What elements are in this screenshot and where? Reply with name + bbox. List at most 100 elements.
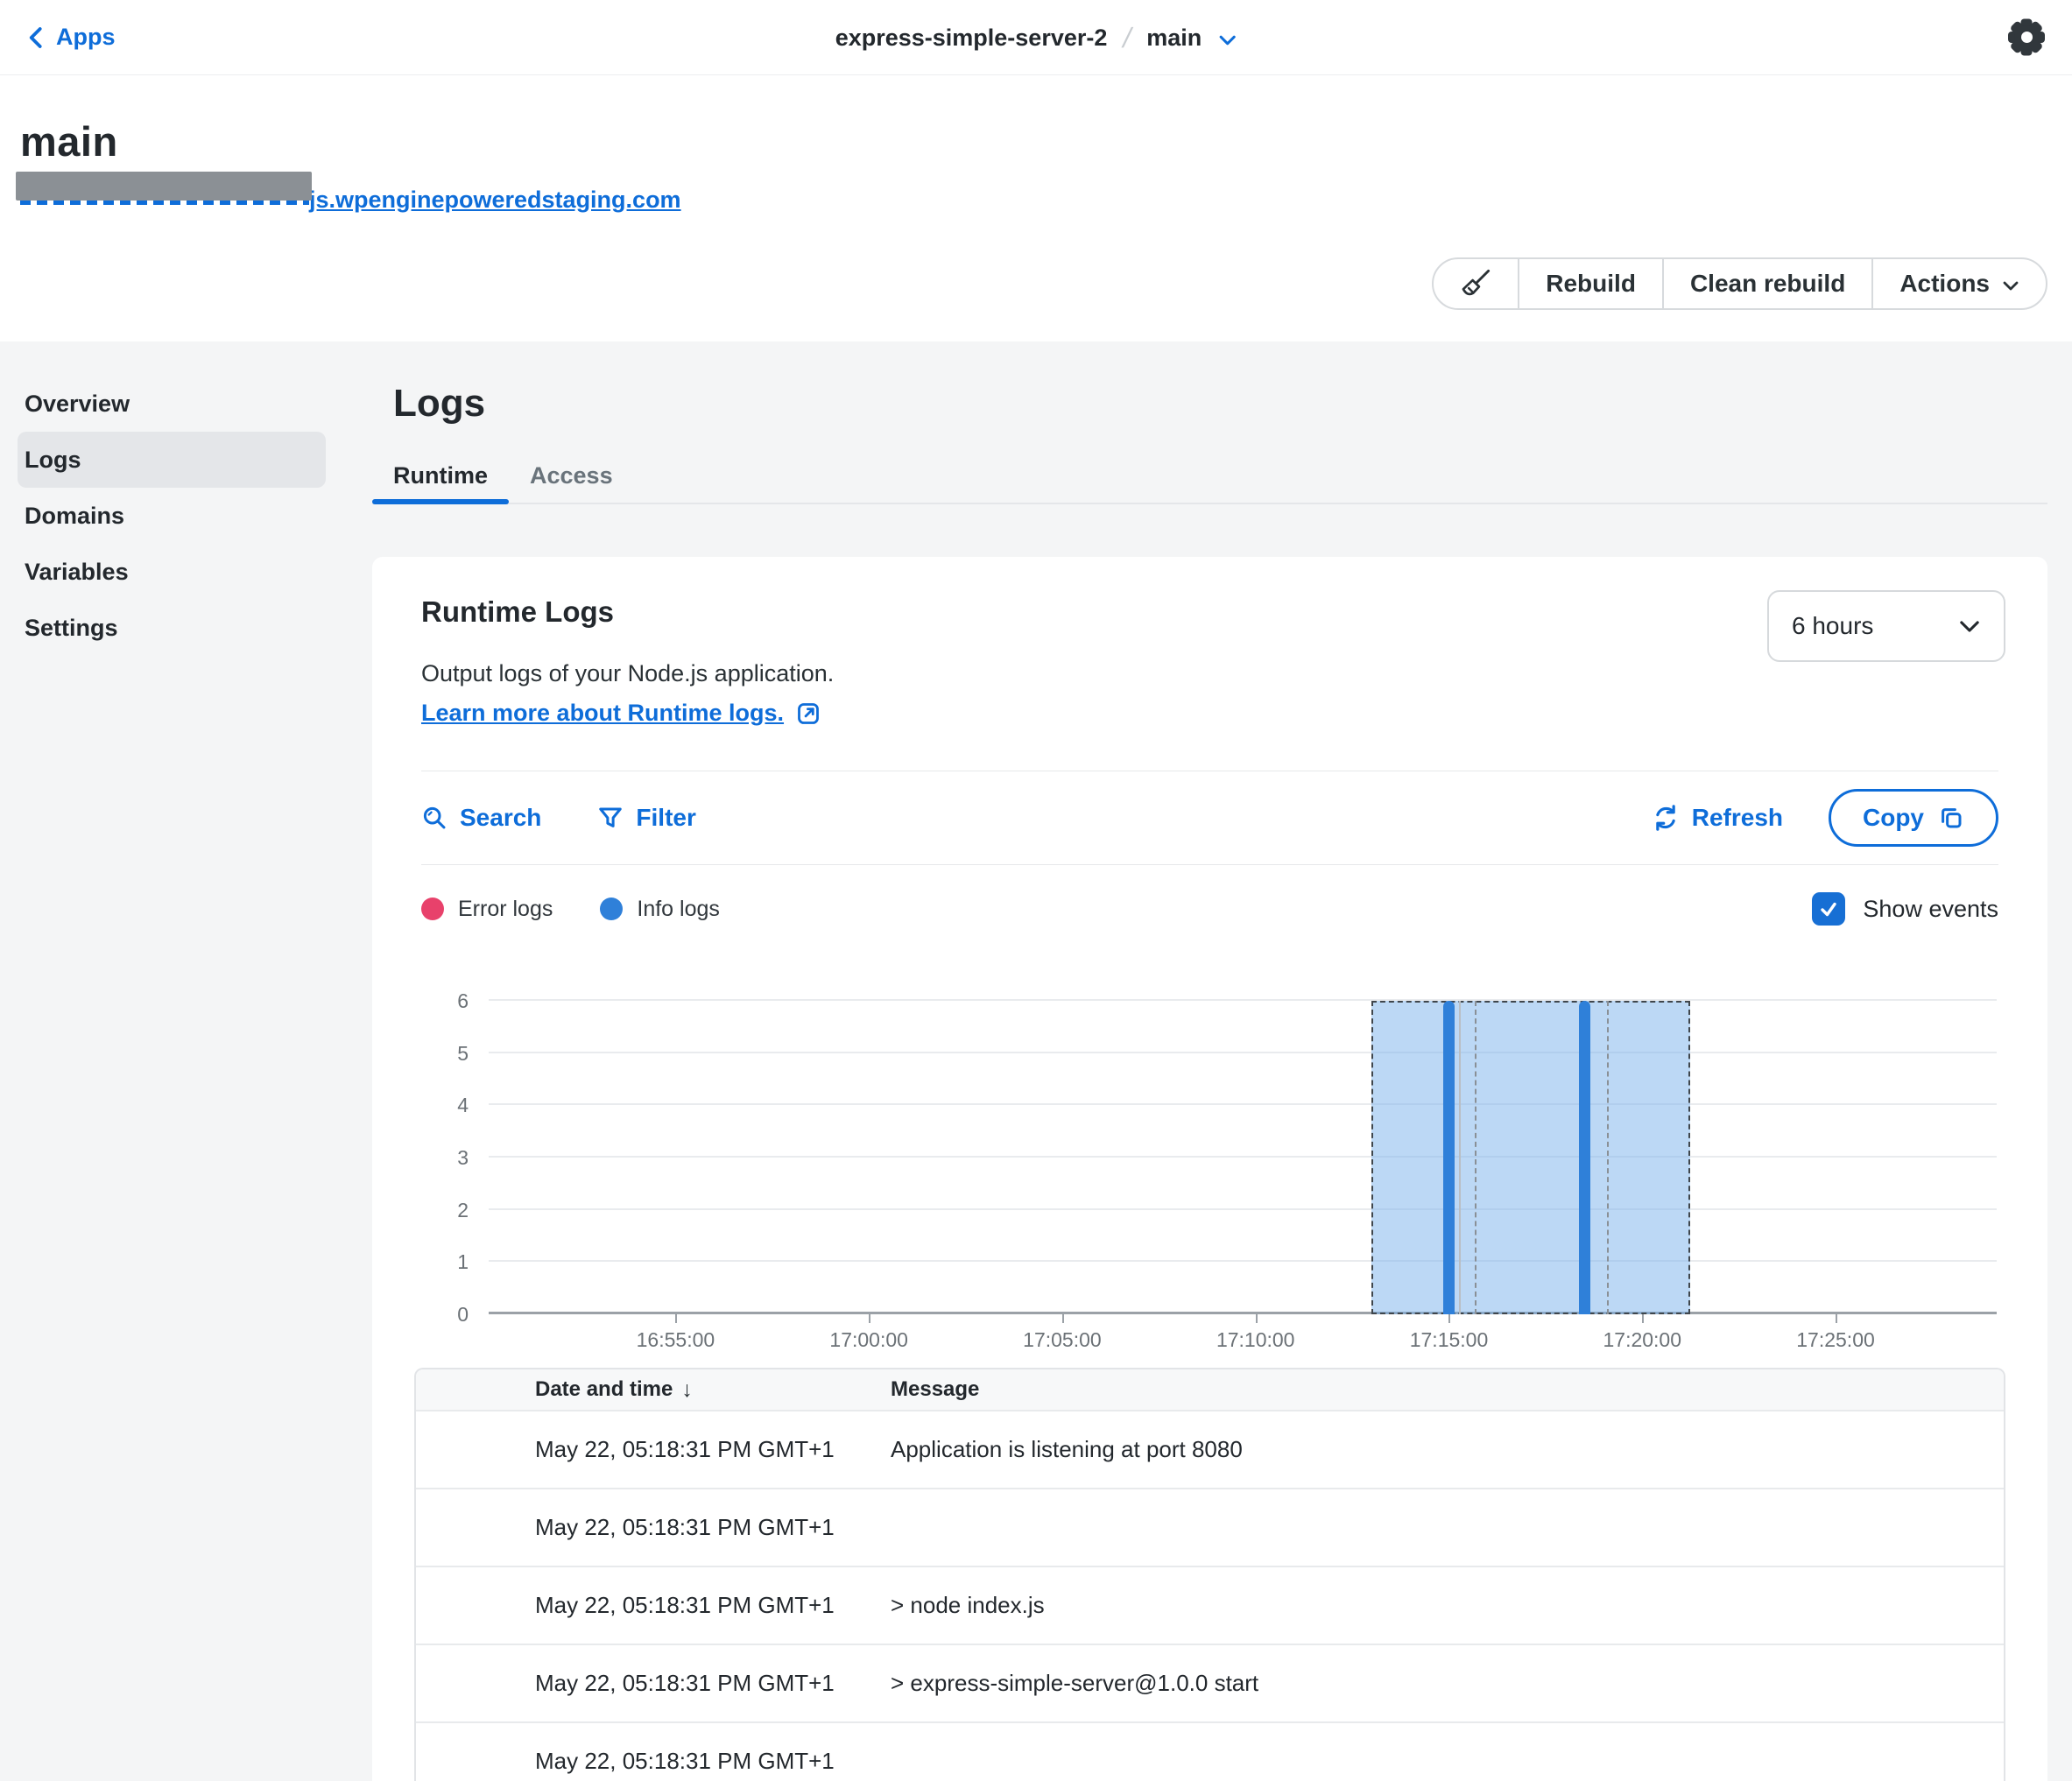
- copy-button[interactable]: Copy: [1829, 789, 1998, 847]
- search-label: Search: [460, 804, 541, 832]
- log-message-cell: > express-simple-server@1.0.0 start: [891, 1670, 2004, 1697]
- gridline: [489, 1052, 1997, 1053]
- breadcrumb-separator: /: [1119, 22, 1134, 54]
- divider: [421, 864, 1998, 865]
- show-events-toggle: Show events: [1812, 892, 1998, 926]
- environment-nav-sidebar: OverviewLogsDomainsVariablesSettings: [0, 341, 372, 1781]
- tab-access[interactable]: Access: [509, 448, 634, 503]
- x-axis-tick-label: 17:05:00: [1023, 1328, 1102, 1352]
- x-axis-tick-label: 17:15:00: [1410, 1328, 1489, 1352]
- event-marker-line: [1475, 1001, 1476, 1314]
- table-row[interactable]: May 22, 05:18:31 PM GMT+1: [416, 1488, 2004, 1566]
- rebuild-button[interactable]: Rebuild: [1518, 259, 1662, 308]
- column-header-message[interactable]: Message: [891, 1377, 2004, 1402]
- environment-actions-group: Rebuild Clean rebuild Actions: [1432, 257, 2047, 310]
- table-row[interactable]: May 22, 05:18:31 PM GMT+1> express-simpl…: [416, 1644, 2004, 1721]
- legend-item-error-logs[interactable]: Error logs: [421, 897, 553, 922]
- breadcrumb-env-name[interactable]: main: [1146, 25, 1202, 52]
- refresh-label: Refresh: [1692, 804, 1783, 832]
- search-button[interactable]: Search: [421, 804, 541, 832]
- chart-bar-info-logs: [1579, 1001, 1590, 1314]
- time-range-select[interactable]: 6 hours: [1767, 590, 2005, 662]
- settings-gear-icon[interactable]: [2007, 18, 2046, 57]
- logs-histogram-chart: 16:55:0017:00:0017:05:0017:10:0017:15:00…: [414, 961, 2005, 1352]
- table-row[interactable]: May 22, 05:18:31 PM GMT+1Application is …: [416, 1410, 2004, 1488]
- url-visible-text: js.wpenginepoweredstaging.com: [309, 187, 681, 214]
- copy-icon: [1938, 805, 1964, 831]
- card-title: Runtime Logs: [421, 595, 834, 629]
- clean-rebuild-button[interactable]: Clean rebuild: [1662, 259, 1871, 308]
- gridline: [489, 1260, 1997, 1262]
- sidebar-item-settings[interactable]: Settings: [18, 600, 326, 656]
- chart-legend-row: Error logs Info logs Show events: [414, 891, 2005, 926]
- refresh-button[interactable]: Refresh: [1652, 804, 1783, 832]
- actions-menu-button[interactable]: Actions: [1871, 259, 2046, 308]
- x-axis-tick-label: 17:25:00: [1796, 1328, 1875, 1352]
- logs-tab-bar: RuntimeAccess: [372, 448, 2047, 504]
- chevron-down-icon: [2002, 280, 2019, 292]
- log-date-cell: May 22, 05:18:31 PM GMT+1: [416, 1592, 891, 1619]
- x-axis-tick: [869, 1314, 870, 1323]
- chart-selection-region[interactable]: [1371, 1001, 1690, 1314]
- legend-item-info-logs[interactable]: Info logs: [600, 897, 720, 922]
- x-axis-tick-label: 17:20:00: [1603, 1328, 1681, 1352]
- log-date-cell: May 22, 05:18:31 PM GMT+1: [416, 1514, 891, 1541]
- show-events-label: Show events: [1863, 896, 1998, 923]
- event-marker-line: [1459, 1001, 1461, 1314]
- learn-more-label: Learn more about Runtime logs.: [421, 700, 784, 727]
- x-axis-tick: [1062, 1314, 1064, 1323]
- runtime-logs-card: Runtime Logs Output logs of your Node.js…: [372, 557, 2047, 1781]
- refresh-icon: [1652, 804, 1680, 832]
- sidebar-item-domains[interactable]: Domains: [18, 488, 326, 544]
- table-header-row: Date and time ↓ Message: [416, 1369, 2004, 1410]
- show-events-checkbox[interactable]: [1812, 892, 1845, 926]
- rebuild-label: Rebuild: [1546, 270, 1636, 298]
- table-row[interactable]: May 22, 05:18:31 PM GMT+1> node index.js: [416, 1566, 2004, 1644]
- filter-button[interactable]: Filter: [597, 804, 695, 832]
- log-date-cell: May 22, 05:18:31 PM GMT+1: [416, 1748, 891, 1775]
- y-axis-tick-label: 2: [414, 1199, 469, 1222]
- y-axis-tick-label: 5: [414, 1042, 469, 1066]
- chart-bar-info-logs: [1443, 1001, 1455, 1314]
- x-axis-tick: [1642, 1314, 1644, 1323]
- sidebar-item-variables[interactable]: Variables: [18, 544, 326, 600]
- sort-descending-icon[interactable]: ↓: [681, 1377, 693, 1403]
- table-row[interactable]: May 22, 05:18:31 PM GMT+1: [416, 1721, 2004, 1781]
- time-range-value: 6 hours: [1792, 612, 1873, 640]
- x-axis-tick: [1836, 1314, 1837, 1323]
- x-axis-tick: [1256, 1314, 1258, 1323]
- logs-toolbar: Search Filter: [414, 771, 2005, 864]
- gridline: [489, 1103, 1997, 1105]
- copy-label: Copy: [1863, 804, 1924, 832]
- breadcrumb: express-simple-server-2 / main: [835, 0, 1237, 75]
- column-header-date[interactable]: Date and time: [535, 1377, 673, 1402]
- breadcrumb-app-name[interactable]: express-simple-server-2: [835, 25, 1108, 52]
- x-axis-tick: [1448, 1314, 1450, 1323]
- page-header: main js.wpenginepoweredstaging.com Rebui…: [0, 75, 2072, 341]
- search-icon: [421, 805, 448, 831]
- sidebar-item-logs[interactable]: Logs: [18, 432, 326, 488]
- x-axis-tick-label: 17:10:00: [1216, 1328, 1295, 1352]
- legend-label: Info logs: [637, 897, 720, 922]
- y-axis-tick-label: 1: [414, 1250, 469, 1274]
- y-axis-tick-label: 0: [414, 1303, 469, 1327]
- log-message-cell: Application is listening at port 8080: [891, 1436, 2004, 1463]
- legend-label: Error logs: [458, 897, 553, 922]
- broom-icon: [1460, 268, 1491, 299]
- purge-cache-button[interactable]: [1434, 259, 1518, 308]
- y-axis-tick-label: 4: [414, 1094, 469, 1117]
- tab-runtime[interactable]: Runtime: [372, 448, 509, 503]
- legend-dot-icon: [421, 898, 444, 920]
- gridline: [489, 999, 1997, 1001]
- sidebar-item-overview[interactable]: Overview: [18, 376, 326, 432]
- log-message-cell: > node index.js: [891, 1592, 2004, 1619]
- chevron-left-icon: [26, 25, 44, 51]
- legend-dot-icon: [600, 898, 623, 920]
- x-axis-tick-label: 16:55:00: [637, 1328, 715, 1352]
- back-to-apps-link[interactable]: Apps: [26, 24, 116, 51]
- learn-more-link[interactable]: Learn more about Runtime logs.: [421, 700, 821, 727]
- environment-title: main: [20, 117, 2047, 165]
- environment-url-link[interactable]: js.wpenginepoweredstaging.com: [20, 178, 681, 214]
- env-switcher-chevron-icon[interactable]: [1217, 34, 1237, 46]
- back-to-apps-label: Apps: [56, 24, 116, 51]
